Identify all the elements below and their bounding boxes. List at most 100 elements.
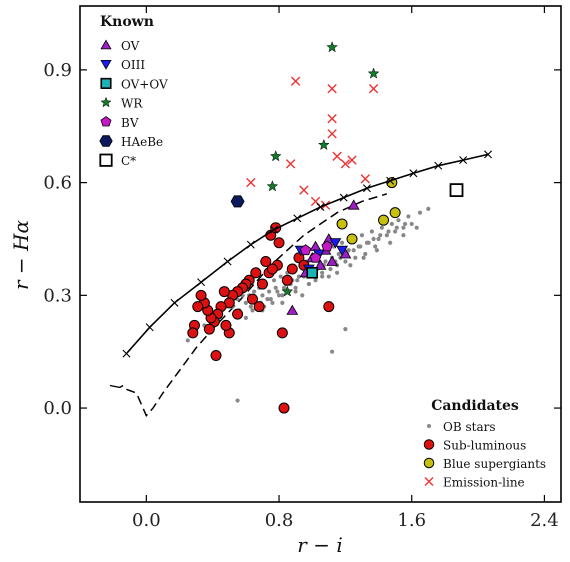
point-ob-stars bbox=[351, 248, 356, 253]
legend-entry-wr: WR bbox=[100, 97, 143, 111]
point-ob-stars bbox=[271, 278, 277, 283]
legend-label-blue-supergiants: Blue supergiants bbox=[443, 457, 546, 471]
point-ob-stars bbox=[185, 338, 190, 343]
point-emission-line bbox=[285, 159, 296, 169]
point-wr bbox=[269, 150, 282, 162]
point-emission-line bbox=[327, 114, 337, 124]
point-blue-supergiants bbox=[336, 218, 348, 230]
legend-marker-ov bbox=[100, 39, 112, 50]
point-emission-line bbox=[368, 83, 379, 94]
series-sub-luminous bbox=[187, 222, 335, 414]
point-emission-line bbox=[360, 174, 370, 184]
point-ob-stars bbox=[393, 229, 398, 234]
point-ob-stars bbox=[235, 398, 240, 403]
legend-entry-ov-ov: OV+OV bbox=[100, 77, 168, 91]
point-ob-stars bbox=[348, 263, 353, 268]
point-emission-line bbox=[347, 155, 357, 165]
legend-marker-ov-ov bbox=[100, 77, 112, 89]
point-emission-line bbox=[290, 76, 301, 86]
point-ob-stars bbox=[266, 289, 272, 294]
legend-label-ob-stars: OB stars bbox=[443, 420, 496, 434]
point-bv bbox=[299, 244, 312, 256]
point-ob-stars bbox=[373, 244, 378, 249]
point-ob-stars bbox=[243, 315, 248, 320]
point-blue-supergiants bbox=[378, 214, 390, 226]
point-sub-luminous bbox=[256, 278, 268, 290]
point-ob-stars bbox=[339, 240, 345, 245]
point-bv bbox=[309, 251, 322, 263]
legend-label-wr: WR bbox=[121, 97, 143, 111]
point-haebe bbox=[230, 195, 245, 208]
legend-known: Known OV OIII OV+OV WR BV HAeBe C* bbox=[99, 14, 168, 168]
legend-marker-oiii bbox=[100, 60, 112, 70]
x-tick-label: 0.8 bbox=[265, 510, 294, 531]
legend-entry-emission-line: Emission-line bbox=[424, 476, 525, 490]
point-ob-stars bbox=[313, 278, 318, 283]
point-wr bbox=[367, 67, 380, 79]
point-emission-line bbox=[299, 185, 309, 195]
point-ob-stars bbox=[414, 225, 419, 230]
point-ob-stars bbox=[379, 225, 384, 230]
legend-entry-ob-stars: OB stars bbox=[427, 420, 496, 434]
point-emission-line bbox=[340, 159, 351, 169]
main-sequence-x-marker bbox=[484, 150, 493, 159]
point-ob-stars bbox=[280, 293, 285, 298]
point-ob-stars bbox=[361, 255, 366, 260]
point-ob-stars bbox=[364, 240, 370, 245]
point-ob-stars bbox=[293, 289, 298, 294]
series-bv bbox=[299, 240, 333, 263]
point-blue-supergiants bbox=[346, 233, 358, 245]
point-sub-luminous bbox=[278, 402, 290, 414]
point-oiii bbox=[336, 245, 348, 256]
legend-marker-blue-supergiants bbox=[423, 457, 435, 469]
point-ob-stars bbox=[358, 244, 363, 249]
y-tick-label: 0.9 bbox=[43, 60, 72, 81]
point-ob-stars bbox=[369, 229, 375, 234]
legend-entry-blue-supergiants: Blue supergiants bbox=[423, 457, 546, 471]
point-ob-stars bbox=[384, 233, 389, 238]
legend-marker-haebe bbox=[99, 135, 113, 147]
point-ob-stars bbox=[334, 270, 340, 275]
point-ob-stars bbox=[388, 240, 393, 245]
point-sub-luminous bbox=[253, 301, 265, 313]
legend-candidates: Candidates OB stars Sub-luminous Blue super… bbox=[423, 398, 546, 490]
point-sub-luminous bbox=[210, 349, 222, 361]
axis-ticks: 0.0 0.8 1.6 2.4 0.0 0.3 0.6 0.9 bbox=[43, 6, 561, 531]
point-ob-stars bbox=[343, 327, 348, 332]
point-ob-stars bbox=[376, 236, 381, 242]
legend-entry-bv: BV bbox=[100, 116, 139, 130]
point-sub-luminous bbox=[192, 301, 204, 313]
point-wr bbox=[281, 285, 294, 297]
point-ob-stars bbox=[260, 293, 265, 298]
point-ob-stars bbox=[281, 285, 287, 290]
point-ob-stars bbox=[250, 308, 255, 313]
legend-marker-c bbox=[99, 153, 113, 167]
point-ob-stars bbox=[406, 214, 411, 219]
y-tick-label: 0.6 bbox=[43, 173, 72, 194]
main-sequence-x-marker bbox=[386, 176, 395, 185]
series-haebe bbox=[230, 195, 245, 208]
point-ob-stars bbox=[276, 293, 282, 298]
legend-entry-oiii: OIII bbox=[100, 58, 145, 72]
point-sub-luminous bbox=[250, 267, 262, 279]
point-ov bbox=[286, 304, 299, 315]
point-ob-stars bbox=[300, 293, 305, 298]
point-ob-stars bbox=[280, 300, 285, 305]
point-ob-stars bbox=[293, 285, 298, 290]
y-tick-label: 0.3 bbox=[43, 285, 72, 306]
x-tick-label: 1.6 bbox=[397, 510, 426, 531]
main-sequence-x-marker bbox=[170, 298, 179, 307]
point-emission-line bbox=[332, 151, 342, 161]
legend-label-bv: BV bbox=[121, 116, 139, 130]
main-sequence-x-marker bbox=[293, 214, 302, 223]
legend-entry-c: C* bbox=[99, 153, 136, 168]
point-ob-stars bbox=[402, 221, 408, 227]
legend-entry-ov: OV bbox=[100, 39, 140, 53]
point-sub-luminous bbox=[281, 274, 293, 286]
legend-label-ov-ov: OV+OV bbox=[121, 77, 168, 91]
main-sequence-x-marker bbox=[270, 225, 279, 234]
legend-label-c: C* bbox=[121, 154, 136, 168]
point-ov bbox=[326, 255, 338, 266]
point-ob-stars bbox=[353, 255, 358, 260]
